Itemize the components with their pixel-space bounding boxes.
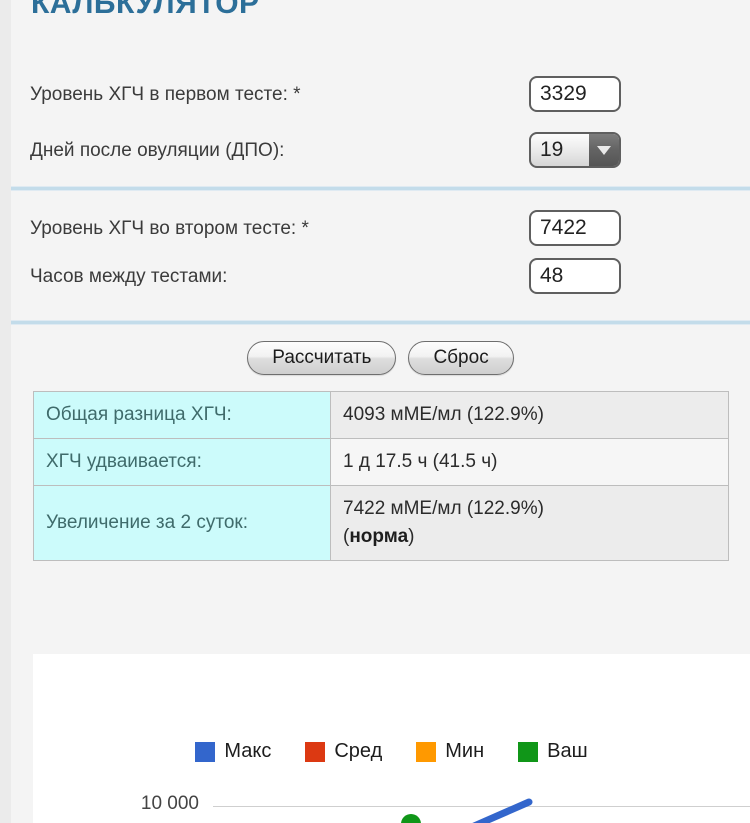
- result-key-doubling-time: ХГЧ удваивается:: [33, 438, 331, 486]
- page-title: КАЛЬКУЛЯТОР: [31, 0, 260, 20]
- button-bar: Рассчитать Сброс: [11, 332, 750, 384]
- results-table: Общая разница ХГЧ: 4093 мМЕ/мл (122.9%) …: [33, 391, 729, 561]
- legend-item-min[interactable]: Мин: [416, 740, 484, 763]
- result-value-doubling-time: 1 д 17.5 ч (41.5 ч): [330, 438, 729, 486]
- form-row-first-hcg: Уровень ХГЧ в первом тесте: *: [11, 76, 750, 128]
- form-section-second-test: Уровень ХГЧ во втором тесте: * Часов меж…: [11, 196, 750, 320]
- table-row: ХГЧ удваивается: 1 д 17.5 ч (41.5 ч): [33, 438, 729, 486]
- y-axis-tick-10000: 10 000: [140, 793, 199, 814]
- legend-item-avg[interactable]: Сред: [305, 740, 382, 763]
- legend-label-yours: Ваш: [547, 740, 588, 762]
- legend-swatch-min-icon: [416, 741, 437, 762]
- caret-down-shape: [597, 145, 611, 155]
- form-row-dpo: Дней после овуляции (ДПО): 19: [11, 132, 750, 184]
- form-row-hours-between: Часов между тестами:: [11, 258, 750, 310]
- table-row: Общая разница ХГЧ: 4093 мМЕ/мл (122.9%): [33, 391, 729, 439]
- result-value-two-day-increase: 7422 мМЕ/мл (122.9%) (норма): [330, 485, 729, 561]
- input-first-hcg[interactable]: [529, 76, 621, 112]
- legend-swatch-yours-icon: [518, 741, 539, 762]
- select-dpo-value: 19: [540, 138, 564, 161]
- form-section-first-test: Уровень ХГЧ в первом тесте: * Дней после…: [11, 62, 750, 187]
- result-status-wrap: (норма): [343, 526, 415, 547]
- section-divider-bottom: [11, 320, 750, 325]
- chart-plot-area: [401, 798, 533, 823]
- status-badge: норма: [349, 526, 409, 547]
- reset-button[interactable]: Сброс: [408, 341, 514, 375]
- input-hours-between[interactable]: [529, 258, 621, 294]
- legend-swatch-max-icon: [195, 741, 216, 762]
- page-left-gutter: [0, 0, 11, 823]
- chart-point-yours: [401, 814, 421, 823]
- result-value-two-day-number: 7422 мМЕ/мл (122.9%): [343, 498, 544, 519]
- label-dpo: Дней после овуляции (ДПО):: [30, 140, 285, 161]
- result-value-total-difference: 4093 мМЕ/мл (122.9%): [330, 391, 729, 439]
- label-second-hcg: Уровень ХГЧ во втором тесте: *: [30, 218, 309, 239]
- chevron-down-icon[interactable]: [589, 134, 619, 166]
- legend-label-min: Мин: [445, 740, 485, 762]
- label-hours-between: Часов между тестами:: [30, 266, 228, 287]
- legend-item-yours[interactable]: Ваш: [518, 740, 588, 763]
- result-key-total-difference: Общая разница ХГЧ:: [33, 391, 331, 439]
- legend-swatch-avg-icon: [305, 741, 326, 762]
- table-row: Увеличение за 2 суток: 7422 мМЕ/мл (122.…: [33, 485, 729, 561]
- legend-label-max: Макс: [224, 740, 272, 762]
- calculator-page: КАЛЬКУЛЯТОР Уровень ХГЧ в первом тесте: …: [11, 0, 750, 823]
- result-key-two-day-increase: Увеличение за 2 суток:: [33, 485, 331, 561]
- chart-gridline-10000: [213, 806, 750, 807]
- select-dpo[interactable]: 19: [529, 132, 621, 168]
- calculate-button[interactable]: Рассчитать: [247, 341, 397, 375]
- chart-line-max: [472, 798, 533, 823]
- legend-item-max[interactable]: Макс: [195, 740, 271, 763]
- legend-label-avg: Сред: [334, 740, 383, 762]
- section-divider-top: [11, 186, 750, 191]
- form-row-second-hcg: Уровень ХГЧ во втором тесте: *: [11, 210, 750, 262]
- hcg-chart-card: Макс Сред Мин Ваш 10 000: [33, 654, 750, 823]
- chart-legend: Макс Сред Мин Ваш: [33, 740, 750, 763]
- label-first-hcg: Уровень ХГЧ в первом тесте: *: [30, 84, 301, 105]
- input-second-hcg[interactable]: [529, 210, 621, 246]
